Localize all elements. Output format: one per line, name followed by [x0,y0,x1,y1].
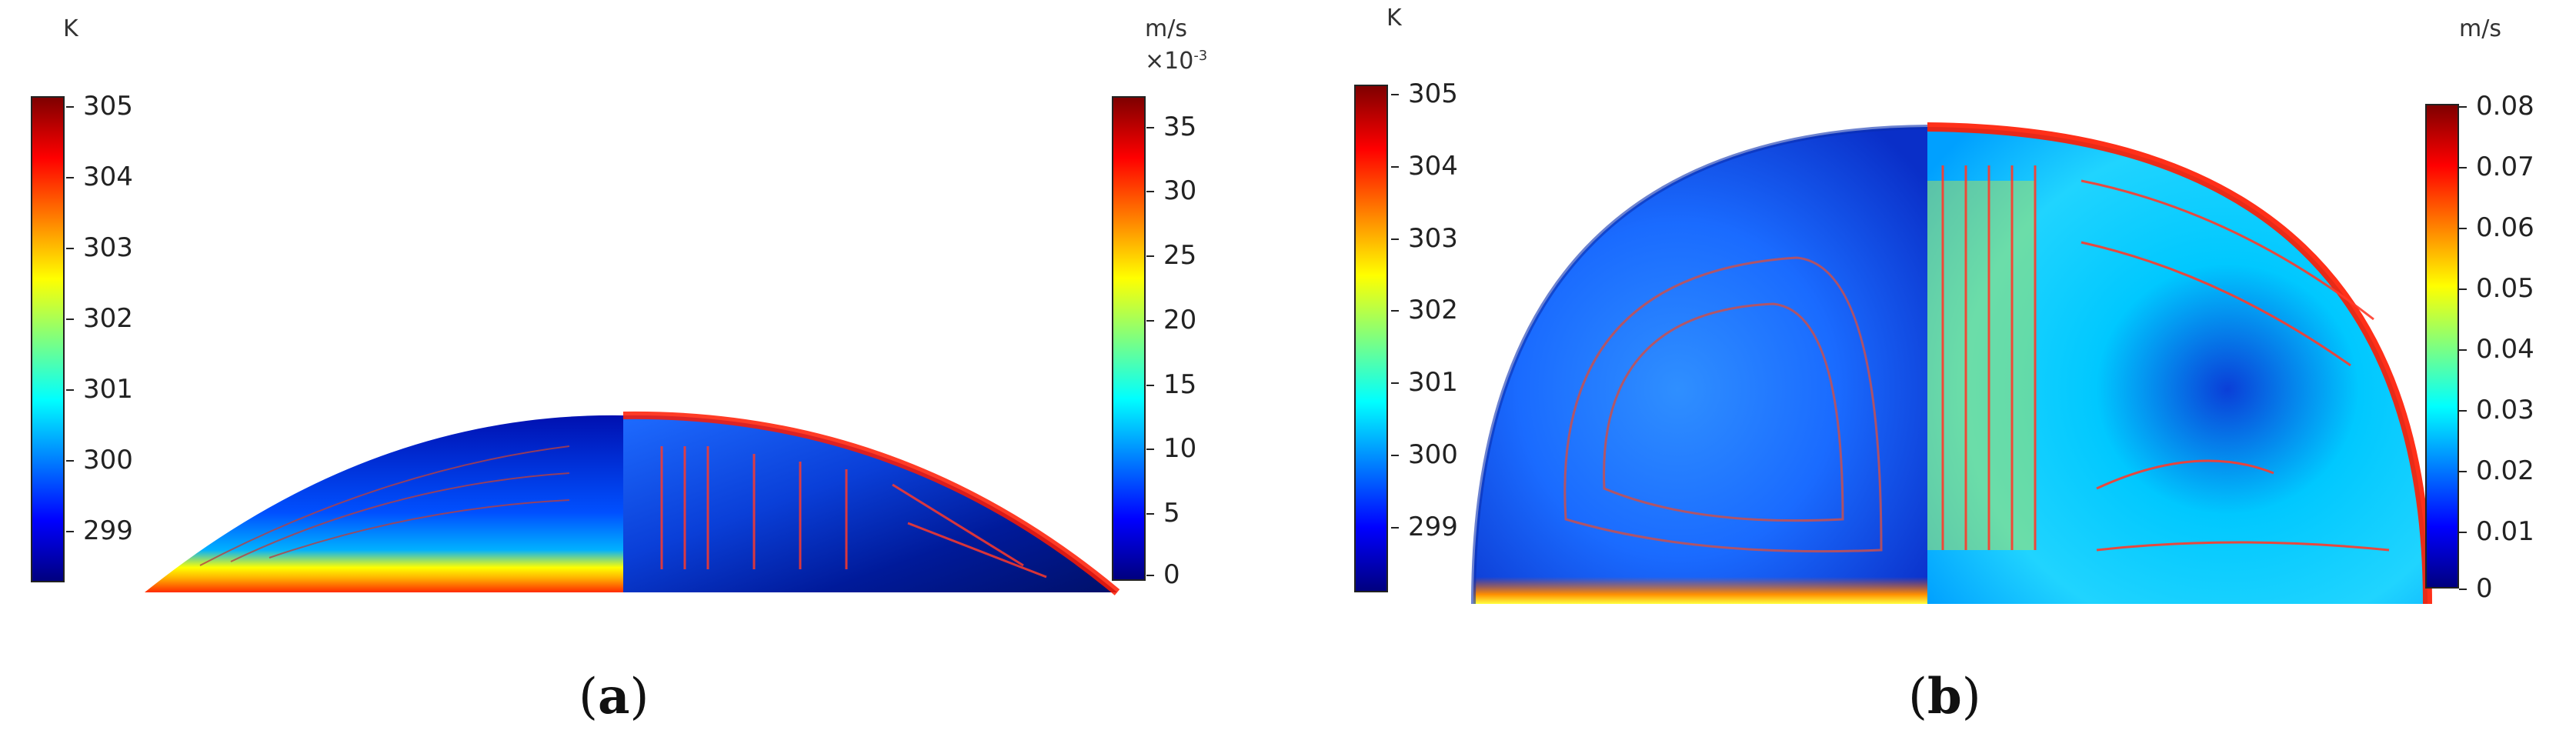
temperature-unit-label: K [63,15,78,42]
temperature-half [1473,127,1927,604]
panel-b: K 305 304 303 302 301 300 299 [1300,0,2576,747]
vel-tick: 10 [1146,433,1197,464]
temperature-colorbar [31,96,65,582]
temp-tick: 304 [1391,151,1458,182]
temp-tick: 303 [66,232,133,263]
vel-tick: 0 [2459,573,2493,604]
temp-tick: 299 [66,515,133,546]
vel-tick: 0.01 [2459,516,2534,547]
temp-tick: 305 [1391,78,1458,109]
panel-a: K 305 304 303 302 301 300 299 [0,0,1277,747]
vel-tick: 0.07 [2459,152,2534,182]
panel-a-caption: (a) [579,668,649,725]
vel-tick: 0.03 [2459,395,2534,425]
vel-tick: 0 [1146,559,1180,590]
temp-tick: 304 [66,162,133,192]
temp-tick: 299 [1391,512,1458,542]
droplet-plot-b [1471,122,2432,605]
velocity-colorbar [1112,96,1146,581]
panel-b-caption: (b) [1908,668,1981,725]
velocity-unit-label: m/s [1145,15,1187,42]
temperature-colorbar [1354,85,1388,592]
vel-tick: 35 [1146,112,1197,142]
temp-tick: 301 [1391,367,1458,398]
temp-tick: 301 [66,374,133,405]
vel-tick: 0.06 [2459,212,2534,243]
vel-tick: 25 [1146,240,1197,271]
temp-tick: 300 [1391,439,1458,470]
droplet-plot-a [145,411,1120,595]
vel-tick: 20 [1146,305,1197,335]
temperature-unit-label: K [1386,5,1402,32]
vel-tick: 15 [1146,369,1197,400]
velocity-half [623,415,1117,592]
temp-tick: 300 [66,445,133,475]
temp-tick: 305 [66,91,133,122]
vel-tick: 0.08 [2459,91,2534,122]
temp-tick: 303 [1391,223,1458,254]
velocity-unit-label: m/s [2459,15,2501,42]
vel-tick: 5 [1146,498,1180,529]
vel-tick: 30 [1146,175,1197,206]
velocity-colorbar [2425,104,2459,589]
temp-tick: 302 [66,303,133,334]
velocity-half [1927,127,2428,604]
velocity-multiplier-label: ×10-3 [1145,48,1208,75]
vel-tick: 0.02 [2459,455,2534,486]
vel-tick: 0.05 [2459,273,2534,304]
vel-tick: 0.04 [2459,334,2534,365]
temp-tick: 302 [1391,295,1458,325]
